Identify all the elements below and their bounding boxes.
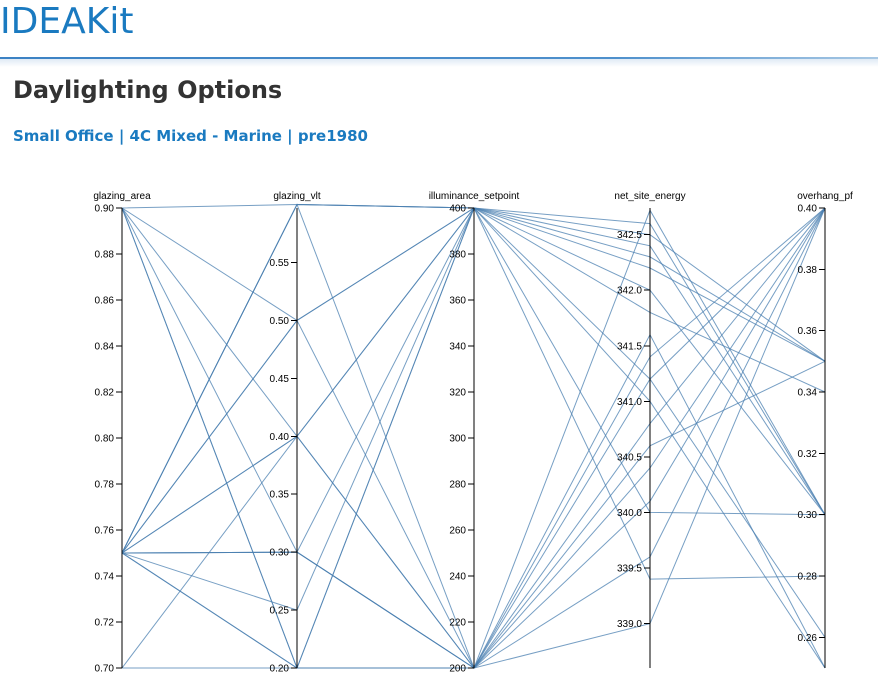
tick-label: 340.5	[617, 452, 642, 463]
tick-label: 342.5	[617, 230, 642, 241]
tick-label: 320	[449, 388, 466, 399]
tick-label: 260	[449, 526, 466, 537]
tick-label: 220	[449, 618, 466, 629]
tick-label: 240	[449, 572, 466, 583]
tick-label: 0.30	[798, 510, 818, 521]
tick-label: 360	[449, 296, 466, 307]
parallel-coordinates-chart[interactable]: 0.70 0.72 0.74 0.76 0.78 0.80 0.82 0.84 0.86 0.88…	[0, 180, 878, 686]
page-title: Daylighting Options	[13, 76, 283, 104]
tick-label: 0.40	[270, 432, 290, 443]
axis-title[interactable]: net_site_energy	[614, 191, 685, 202]
scenario-link[interactable]: Small Office | 4C Mixed - Marine | pre19…	[13, 127, 368, 145]
tick-label: 0.35	[270, 490, 290, 501]
header-divider	[0, 57, 878, 59]
tick-label: 0.84	[95, 342, 115, 353]
axis-illuminance_setpoint: 200 220 240 260 280 300 320 340 360 380 400 illumin…	[429, 191, 520, 675]
tick-label: 0.78	[95, 480, 115, 491]
tick-label: 0.74	[95, 572, 115, 583]
tick-label: 0.32	[798, 449, 818, 460]
tick-label: 0.20	[270, 664, 290, 675]
tick-label: 0.45	[270, 374, 290, 385]
tick-label: 0.70	[95, 664, 115, 675]
tick-label: 0.34	[798, 388, 818, 399]
axes-layer: 0.70 0.72 0.74 0.76 0.78 0.80 0.82 0.84 0.86 0.88…	[93, 191, 853, 675]
tick-label: 0.72	[95, 618, 115, 629]
tick-label: 340	[449, 342, 466, 353]
tick-label: 380	[449, 250, 466, 261]
tick-label: 0.30	[270, 548, 290, 559]
brand-logo[interactable]: IDEAKit	[0, 1, 134, 42]
tick-label: 280	[449, 480, 466, 491]
tick-label: 340.0	[617, 508, 642, 519]
tick-label: 0.90	[95, 204, 115, 215]
tick-label: 0.86	[95, 296, 115, 307]
tick-label: 400	[449, 204, 466, 215]
tick-label: 0.55	[270, 258, 290, 269]
tick-label: 341.0	[617, 397, 642, 408]
tick-label: 339.0	[617, 619, 642, 630]
axis-title[interactable]: overhang_pf	[797, 191, 853, 202]
tick-label: 339.5	[617, 564, 642, 575]
tick-label: 0.28	[798, 572, 818, 583]
tick-label: 0.38	[798, 265, 818, 276]
axis-glazing_area: 0.70 0.72 0.74 0.76 0.78 0.80 0.82 0.84 0.86 0.88…	[93, 191, 151, 675]
axis-title[interactable]: illuminance_setpoint	[429, 191, 520, 202]
tick-label: 0.76	[95, 526, 115, 537]
axis-overhang_pf: 0.26 0.28 0.30 0.32 0.34 0.36 0.38 0.40 overhang…	[797, 191, 853, 668]
axis-title[interactable]: glazing_vlt	[273, 191, 320, 202]
tick-label: 0.82	[95, 388, 115, 399]
tick-label: 0.80	[95, 434, 115, 445]
header-shadow	[0, 59, 878, 67]
tick-label: 0.36	[798, 326, 818, 337]
tick-label: 200	[449, 664, 466, 675]
tick-label: 0.40	[798, 204, 818, 215]
axis-net_site_energy: 339.0 339.5 340.0 340.5 341.0 341.5 342.0 342.5…	[614, 191, 686, 668]
axis-glazing_vlt: 0.20 0.25 0.30 0.35 0.40 0.45 0.50 0.55 glazing_…	[270, 191, 321, 675]
tick-label: 0.26	[798, 633, 818, 644]
tick-label: 0.25	[270, 606, 290, 617]
tick-label: 341.5	[617, 341, 642, 352]
tick-label: 0.50	[270, 316, 290, 327]
axis-title[interactable]: glazing_area	[93, 191, 151, 202]
tick-label: 300	[449, 434, 466, 445]
tick-label: 342.0	[617, 286, 642, 297]
tick-label: 0.88	[95, 250, 115, 261]
